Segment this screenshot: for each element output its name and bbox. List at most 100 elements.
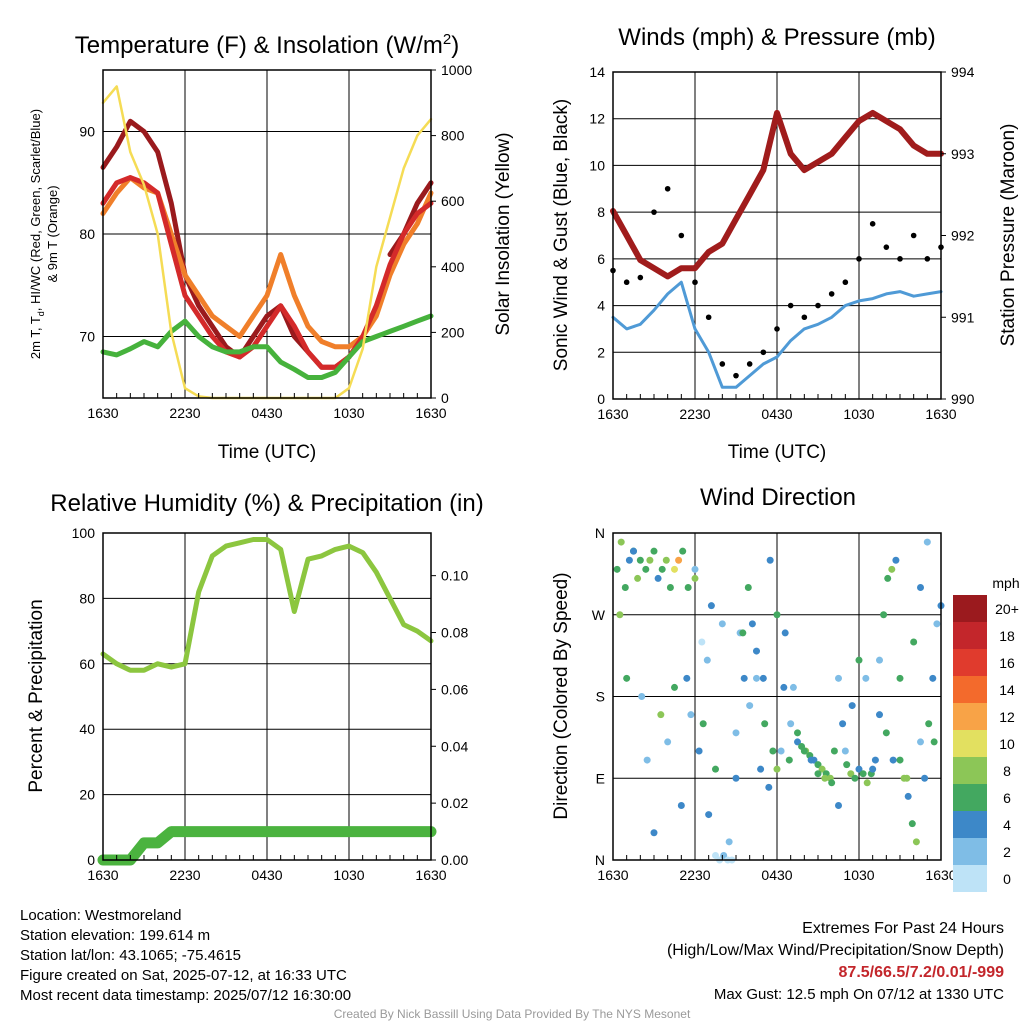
legend-label: 4: [1003, 817, 1011, 833]
direction-point: [638, 693, 646, 700]
direction-point: [691, 574, 699, 582]
direction-point: [814, 770, 822, 778]
temperature-panel: Temperature (F) & Insolation (W/m2) 1630…: [28, 31, 514, 463]
winds-ticks: 1630 2230 0430 1030 163002468101214990991992…: [589, 64, 974, 422]
direction-point: [662, 556, 670, 564]
temperature-ylabel-line1: 2m T, Td, HI/WC (Red, Green, Scarlet/Blu…: [28, 109, 46, 359]
direction-point: [821, 774, 829, 782]
y2-tick-label: 0: [441, 390, 449, 406]
direction-point: [892, 556, 900, 564]
y2-tick-label: 400: [441, 259, 465, 275]
direction-point: [917, 584, 924, 591]
x-tick-label: 1630: [925, 867, 956, 883]
direction-point: [910, 638, 918, 646]
direction-point: [921, 774, 929, 782]
station-info: Location: Westmoreland Station elevation…: [20, 906, 351, 1006]
elevation-text: Station elevation: 199.614 m: [20, 927, 211, 944]
y-tick-label: 8: [597, 204, 605, 220]
x-tick-label: 1630: [597, 406, 628, 422]
direction-point: [903, 774, 911, 782]
direction-point: [753, 674, 760, 682]
gust-point: [828, 291, 835, 297]
direction-point: [814, 761, 822, 769]
legend-swatch: [953, 730, 987, 757]
humidity-ticks: 1630 2230 0430 1030 16300204060801000.000.02…: [72, 525, 469, 883]
credit-text: Created By Nick Bassill Using Data Provi…: [333, 1007, 691, 1021]
legend-label: 2: [1003, 844, 1011, 860]
extremes-title: Extremes For Past 24 Hours: [802, 920, 1004, 937]
direction-point: [785, 756, 793, 764]
direction-point: [657, 711, 665, 719]
y-tick-label: N: [595, 525, 605, 541]
y-tick-label: 80: [79, 226, 95, 242]
x-tick-label: 1630: [87, 405, 118, 421]
gust-point: [651, 209, 657, 215]
legend-label: 6: [1003, 790, 1011, 806]
y-tick-label: 10: [589, 157, 605, 173]
direction-point: [646, 556, 654, 564]
rh-line: [100, 537, 434, 673]
y2-tick-label: 992: [951, 228, 975, 244]
legend-swatch: [953, 595, 987, 622]
wind-direction-title: Wind Direction: [700, 484, 856, 511]
direction-point: [929, 674, 937, 682]
direction-point: [677, 802, 685, 809]
legend-swatch: [953, 703, 987, 730]
winds-title: Winds (mph) & Pressure (mb): [618, 24, 935, 51]
gust-point: [774, 326, 780, 332]
direction-point: [616, 611, 624, 619]
gust-point: [746, 361, 753, 367]
direction-point: [908, 820, 916, 828]
direction-point: [800, 747, 808, 755]
direction-point: [904, 792, 912, 800]
direction-point: [777, 747, 785, 755]
direction-point: [658, 565, 666, 573]
temp-line: [100, 175, 434, 370]
direction-point: [732, 774, 740, 782]
direction-point: [712, 851, 719, 859]
y2-tick-label: 0.06: [441, 681, 468, 697]
gust-point: [637, 274, 644, 281]
y2-tick-label: 0.02: [441, 795, 468, 811]
y-tick-label: 14: [589, 64, 605, 80]
direction-point: [807, 756, 815, 764]
direction-point: [725, 838, 733, 846]
x-tick-label: 2230: [679, 406, 710, 422]
x-tick-label: 1630: [415, 867, 446, 883]
direction-point: [687, 711, 695, 719]
direction-point: [732, 729, 740, 737]
winds-ylabel: Sonic Wind & Gust (Blue, Black): [551, 99, 572, 371]
direction-point: [848, 702, 856, 710]
dewpoint-line: [100, 313, 434, 380]
temperature-title: Temperature (F) & Insolation (W/m2): [75, 31, 459, 59]
gust-point: [910, 232, 917, 239]
pressure-line: [610, 109, 944, 280]
legend-swatch: [953, 865, 987, 892]
legend-label: 18: [999, 628, 1015, 644]
y-tick-label: 100: [72, 525, 96, 541]
direction-point: [698, 638, 706, 646]
gust-point: [760, 349, 767, 356]
x-tick-label: 2230: [169, 405, 200, 421]
direction-point: [666, 584, 674, 591]
legend-swatch: [953, 757, 987, 784]
direction-point: [828, 779, 836, 787]
humidity-series: [97, 537, 437, 866]
direction-point: [851, 774, 859, 782]
direction-point: [880, 611, 888, 619]
winds-series: [610, 109, 944, 389]
gust-point: [623, 279, 630, 286]
y-tick-label: 0: [87, 852, 95, 868]
direction-point: [789, 683, 797, 691]
winds-panel: Winds (mph) & Pressure (mb) 1630 2230 0430…: [551, 24, 1019, 463]
y-tick-label: S: [596, 689, 605, 705]
x-tick-label: 1030: [333, 405, 364, 421]
y-tick-label: 0: [597, 391, 605, 407]
direction-point: [740, 674, 748, 682]
y-tick-label: 4: [597, 298, 605, 314]
gust-point: [664, 185, 671, 192]
direction-point: [642, 565, 650, 573]
direction-point: [761, 720, 769, 728]
y-tick-label: 6: [597, 251, 605, 267]
direction-point: [699, 720, 707, 728]
